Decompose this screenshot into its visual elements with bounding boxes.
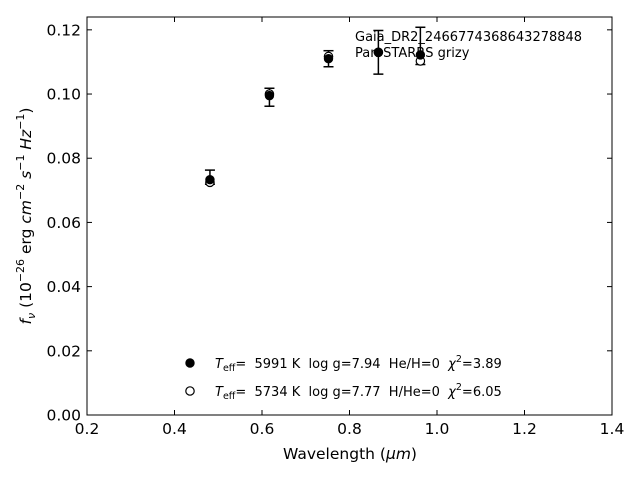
x-tick-label: 0.8 xyxy=(337,420,362,438)
legend-entry-open: Teff= 5734 K log g=7.77 H/He=0 χ2=6.05 xyxy=(215,382,502,402)
x-tick-label: 0.4 xyxy=(162,420,187,438)
y-axis-label: fν (10−26 erg cm−2 s−1 Hz−1) xyxy=(14,108,38,325)
legend: Teff= 5991 K log g=7.94 He/H=0 χ2=3.89 T… xyxy=(185,354,502,402)
model-point-filled xyxy=(415,50,426,60)
model-point-filled xyxy=(373,47,384,58)
legend-entry-filled: Teff= 5991 K log g=7.94 He/H=0 χ2=3.89 xyxy=(215,354,502,374)
x-axis-label: Wavelength (μm) xyxy=(283,445,417,463)
annotation-object-id: Gaia_DR2_2466774368643278848 xyxy=(355,30,582,45)
y-tick-label: 0.10 xyxy=(46,86,81,104)
y-tick-label: 0.04 xyxy=(46,278,81,296)
y-tick-label: 0.00 xyxy=(46,407,81,425)
data-marks xyxy=(204,26,426,188)
legend-marker-filled xyxy=(185,358,195,368)
annotation-survey: Pan-STARRS grizy xyxy=(355,46,470,61)
x-tick-label: 0.6 xyxy=(250,420,275,438)
x-tick-label: 0.2 xyxy=(75,420,100,438)
model-point-filled xyxy=(264,90,275,101)
plot-frame xyxy=(86,16,613,416)
y-tick-label: 0.12 xyxy=(46,21,81,39)
model-point-filled xyxy=(205,175,215,185)
x-tick-label: 1.4 xyxy=(600,420,625,438)
model-point-filled xyxy=(323,54,334,64)
axis-ticks: 0.2 0.4 0.6 0.8 1.0 1.2 1.4 0.00 0.02 0.04 0.06 0.0… xyxy=(46,17,624,438)
x-tick-label: 1.2 xyxy=(512,420,537,438)
x-tick-label: 1.0 xyxy=(425,420,450,438)
y-tick-label: 0.06 xyxy=(46,214,81,232)
y-tick-label: 0.02 xyxy=(46,342,81,360)
y-tick-label: 0.08 xyxy=(46,150,81,168)
legend-marker-open xyxy=(185,386,195,396)
